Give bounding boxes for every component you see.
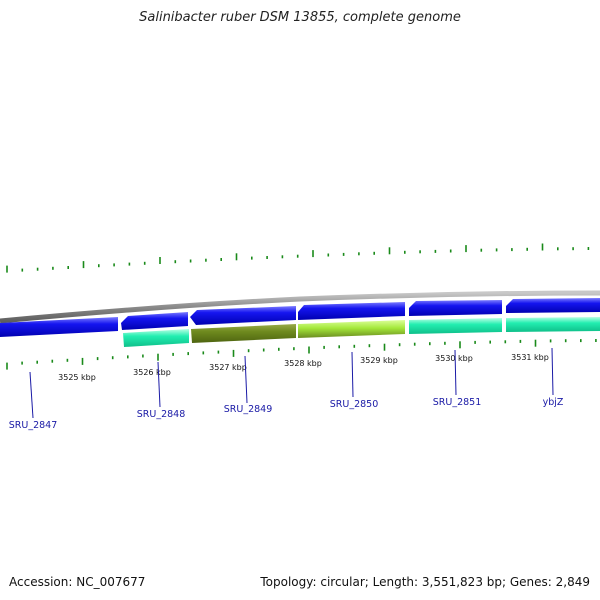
gene-labels: SRU_2847 SRU_2848 SRU_2849 SRU_2850 SRU_…: [9, 397, 564, 431]
gene-track: [0, 298, 600, 337]
callout-line-sru-2847: [29, 371, 34, 419]
kbp-label: 3528 kbp: [284, 359, 322, 368]
gene-label-ybjz: ybjZ: [543, 397, 564, 408]
cds-block-sru-2849: [191, 324, 296, 343]
kbp-label: 3531 kbp: [511, 353, 549, 362]
gene-label-sru-2850: SRU_2850: [330, 399, 379, 410]
kbp-label: 3529 kbp: [360, 356, 398, 365]
gene-arrow-sru-2850: [298, 302, 405, 320]
outer-tick-ring: [6, 243, 590, 273]
gene-arrow-sru-2847: [0, 317, 118, 337]
kbp-label: 3526 kbp: [133, 368, 171, 377]
cds-block-sru-2851: [409, 318, 502, 334]
callout-line-ybjz: [551, 347, 554, 396]
map-title: Salinibacter ruber DSM 13855, complete g…: [139, 10, 461, 25]
gene-callouts: [29, 347, 554, 419]
callout-line-sru-2851: [454, 349, 457, 396]
gene-arrow-sru-2851: [409, 300, 502, 316]
gene-label-sru-2849: SRU_2849: [224, 404, 273, 415]
kbp-label: 3525 kbp: [58, 373, 96, 382]
callout-line-sru-2848: [157, 361, 161, 408]
gene-arrow-ybjz: [506, 298, 600, 313]
inner-tick-ring: [6, 339, 597, 370]
topology-summary: Topology: circular; Length: 3,551,823 bp…: [260, 575, 590, 589]
callout-line-sru-2850: [351, 351, 354, 398]
kbp-scale: 3525 kbp 3526 kbp 3527 kbp 3528 kbp 3529…: [58, 353, 549, 382]
cds-track: [123, 317, 600, 347]
kbp-label: 3530 kbp: [435, 354, 473, 363]
callout-line-sru-2849: [244, 355, 248, 404]
accession-text: Accession: NC_007677: [9, 575, 146, 589]
gene-label-sru-2848: SRU_2848: [137, 409, 186, 420]
gene-label-sru-2847: SRU_2847: [9, 420, 58, 431]
gene-arrow-sru-2848: [121, 312, 188, 330]
gene-label-sru-2851: SRU_2851: [433, 397, 482, 408]
genome-backbone: [0, 290, 600, 324]
cds-block-sru-2850: [298, 320, 405, 338]
cds-block-sru-2848: [123, 329, 189, 347]
cds-block-ybjz: [506, 317, 600, 332]
gene-arrow-sru-2849: [190, 306, 296, 325]
kbp-label: 3527 kbp: [209, 363, 247, 372]
